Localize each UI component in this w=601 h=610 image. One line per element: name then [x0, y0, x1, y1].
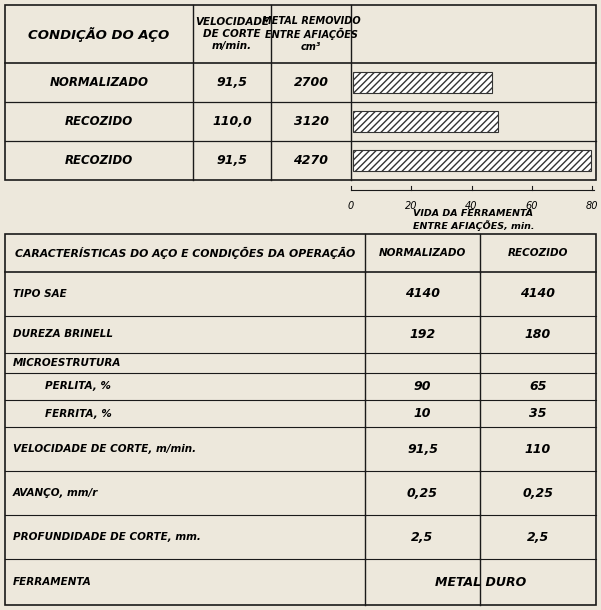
Text: 91,5: 91,5	[407, 443, 438, 456]
Text: VIDA DA FERRAMENTA
ENTRE AFIAÇÕES, min.: VIDA DA FERRAMENTA ENTRE AFIAÇÕES, min.	[413, 209, 534, 231]
Text: 3120: 3120	[293, 115, 329, 128]
Text: NORMALIZADO: NORMALIZADO	[379, 248, 466, 258]
Text: 4140: 4140	[405, 287, 440, 301]
Text: NORMALIZADO: NORMALIZADO	[49, 76, 148, 89]
Text: 20: 20	[405, 201, 418, 211]
Text: 110,0: 110,0	[212, 115, 252, 128]
Text: 2,5: 2,5	[527, 531, 549, 544]
Text: 2,5: 2,5	[411, 531, 434, 544]
Text: DUREZA BRINELL: DUREZA BRINELL	[13, 329, 113, 340]
Text: CONDIÇÃO DO AÇO: CONDIÇÃO DO AÇO	[28, 26, 169, 41]
Text: 0,25: 0,25	[407, 487, 438, 500]
Text: 4270: 4270	[293, 154, 329, 167]
Text: 65: 65	[529, 380, 547, 393]
Text: TIPO SAE: TIPO SAE	[13, 289, 67, 299]
Text: RECOZIDO: RECOZIDO	[65, 154, 133, 167]
Bar	[5, 5, 596, 180]
Bar	[353, 73, 492, 93]
Text: 192: 192	[409, 328, 436, 341]
Bar	[353, 150, 591, 171]
Text: 10: 10	[413, 407, 432, 420]
Text: 91,5: 91,5	[216, 76, 248, 89]
Text: 35: 35	[529, 407, 547, 420]
Text: METAL REMOVIDO
ENTRE AFIAÇÕES
cm³: METAL REMOVIDO ENTRE AFIAÇÕES cm³	[261, 16, 361, 52]
Text: 4140: 4140	[520, 287, 555, 301]
Text: 60: 60	[525, 201, 538, 211]
Text: METAL DURO: METAL DURO	[435, 576, 526, 589]
Text: AVANÇO, mm/r: AVANÇO, mm/r	[13, 488, 99, 498]
Text: FERRITA, %: FERRITA, %	[45, 409, 112, 418]
Text: MICROESTRUTURA: MICROESTRUTURA	[13, 358, 121, 368]
Text: 110: 110	[525, 443, 551, 456]
Text: 0: 0	[348, 201, 354, 211]
Text: VELOCIDADE DE CORTE, m/min.: VELOCIDADE DE CORTE, m/min.	[13, 444, 196, 454]
Text: CARACTERÍSTICAS DO AÇO E CONDIÇÕES DA OPERAÇÃO: CARACTERÍSTICAS DO AÇO E CONDIÇÕES DA OP…	[15, 247, 355, 259]
Text: 91,5: 91,5	[216, 154, 248, 167]
Text: 2700: 2700	[293, 76, 329, 89]
Text: PROFUNDIDADE DE CORTE, mm.: PROFUNDIDADE DE CORTE, mm.	[13, 532, 201, 542]
Bar	[353, 112, 498, 132]
Text: RECOZIDO: RECOZIDO	[65, 115, 133, 128]
Text: PERLITA, %: PERLITA, %	[45, 381, 111, 391]
Text: RECOZIDO: RECOZIDO	[508, 248, 569, 258]
Text: 180: 180	[525, 328, 551, 341]
Text: 80: 80	[586, 201, 598, 211]
Bar	[5, 234, 596, 605]
Text: 40: 40	[465, 201, 478, 211]
Text: 90: 90	[413, 380, 432, 393]
Text: 0,25: 0,25	[522, 487, 554, 500]
Text: FERRAMENTA: FERRAMENTA	[13, 577, 92, 587]
Text: VELOCIDADE
DE CORTE
m/min.: VELOCIDADE DE CORTE m/min.	[195, 18, 269, 51]
